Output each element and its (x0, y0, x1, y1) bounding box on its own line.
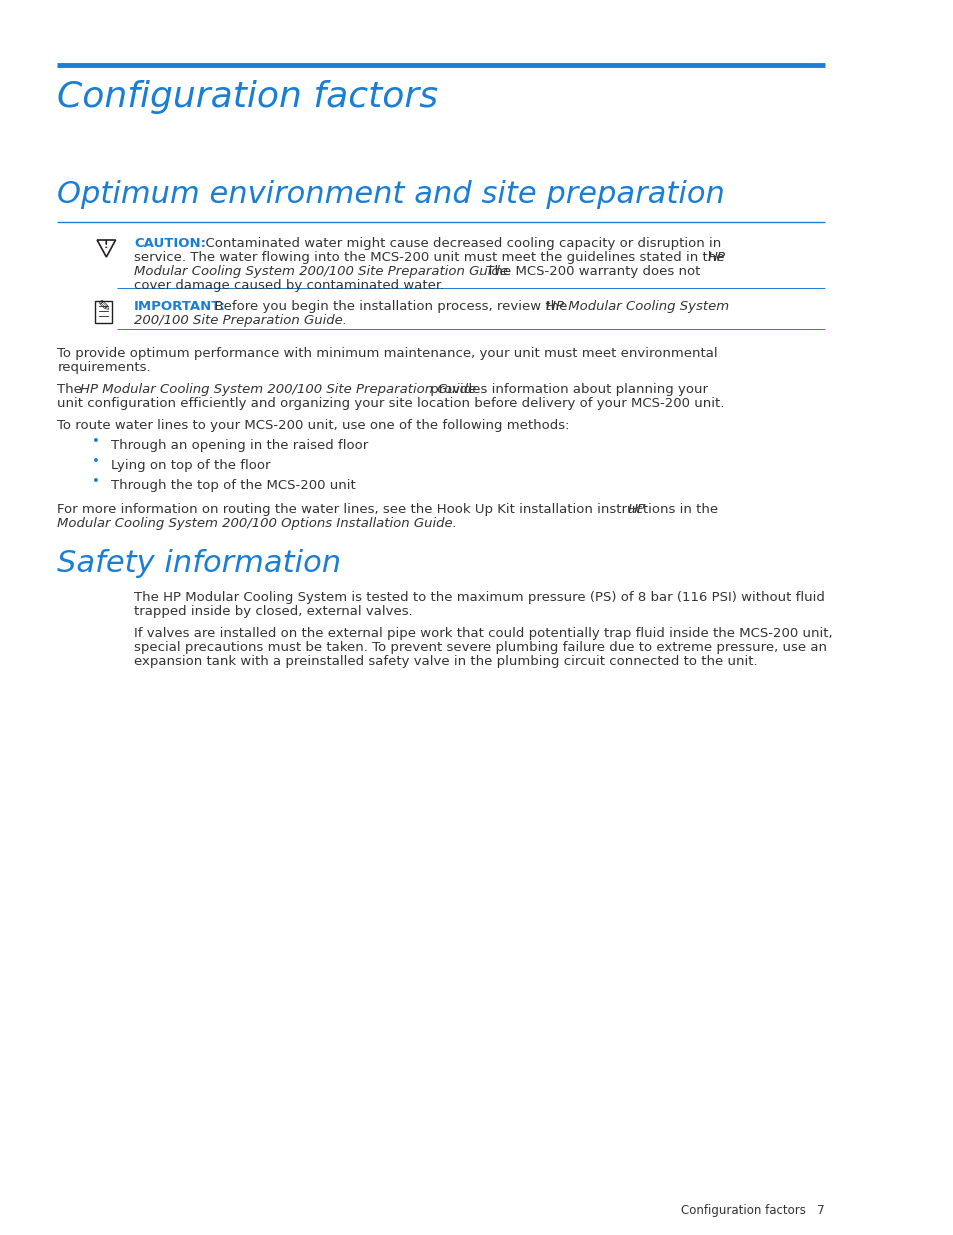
Text: Modular Cooling System 200/100 Site Preparation Guide: Modular Cooling System 200/100 Site Prep… (134, 266, 507, 278)
Text: requirements.: requirements. (57, 361, 151, 374)
Text: Through the top of the MCS-200 unit: Through the top of the MCS-200 unit (111, 479, 355, 492)
Text: HP: HP (627, 503, 645, 516)
Text: IMPORTANT:: IMPORTANT: (134, 300, 226, 312)
Text: •: • (92, 475, 100, 488)
Text: Configuration factors: Configuration factors (57, 80, 438, 114)
Text: Modular Cooling System 200/100 Options Installation Guide.: Modular Cooling System 200/100 Options I… (57, 517, 456, 530)
FancyBboxPatch shape (95, 301, 112, 324)
Text: trapped inside by closed, external valves.: trapped inside by closed, external valve… (134, 605, 413, 618)
Text: HP: HP (707, 251, 725, 264)
Text: Before you begin the installation process, review the: Before you begin the installation proces… (206, 300, 571, 312)
Text: The: The (57, 383, 87, 396)
Text: HP Modular Cooling System 200/100 Site Preparation Guide: HP Modular Cooling System 200/100 Site P… (79, 383, 476, 396)
Text: For more information on routing the water lines, see the Hook Up Kit installatio: For more information on routing the wate… (57, 503, 722, 516)
Text: cover damage caused by contaminated water.: cover damage caused by contaminated wate… (134, 279, 444, 291)
Text: •: • (92, 435, 100, 448)
Text: provides information about planning your: provides information about planning your (426, 383, 708, 396)
Text: special precautions must be taken. To prevent severe plumbing failure due to ext: special precautions must be taken. To pr… (134, 641, 826, 655)
Text: 200/100 Site Preparation Guide.: 200/100 Site Preparation Guide. (134, 314, 347, 327)
Text: service. The water flowing into the MCS-200 unit must meet the guidelines stated: service. The water flowing into the MCS-… (134, 251, 728, 264)
Text: If valves are installed on the external pipe work that could potentially trap fl: If valves are installed on the external … (134, 627, 832, 640)
Text: Contaminated water might cause decreased cooling capacity or disruption in: Contaminated water might cause decreased… (197, 237, 720, 249)
Text: unit configuration efficiently and organizing your site location before delivery: unit configuration efficiently and organ… (57, 396, 724, 410)
Text: . The MCS-200 warranty does not: . The MCS-200 warranty does not (477, 266, 700, 278)
Text: !: ! (104, 240, 109, 249)
Text: To route water lines to your MCS-200 unit, use one of the following methods:: To route water lines to your MCS-200 uni… (57, 419, 569, 432)
Text: Optimum environment and site preparation: Optimum environment and site preparation (57, 180, 724, 209)
Text: expansion tank with a preinstalled safety valve in the plumbing circuit connecte: expansion tank with a preinstalled safet… (134, 655, 757, 668)
Text: Lying on top of the floor: Lying on top of the floor (111, 459, 271, 472)
Text: Through an opening in the raised floor: Through an opening in the raised floor (111, 438, 368, 452)
Text: CAUTION:: CAUTION: (134, 237, 206, 249)
Text: •: • (92, 454, 100, 468)
Text: The HP Modular Cooling System is tested to the maximum pressure (PS) of 8 bar (1: The HP Modular Cooling System is tested … (134, 592, 824, 604)
Text: Configuration factors   7: Configuration factors 7 (680, 1204, 824, 1216)
Text: To provide optimum performance with minimum maintenance, your unit must meet env: To provide optimum performance with mini… (57, 347, 718, 359)
Text: ✎: ✎ (98, 299, 111, 314)
Text: HP Modular Cooling System: HP Modular Cooling System (545, 300, 728, 312)
Text: Safety information: Safety information (57, 550, 341, 578)
